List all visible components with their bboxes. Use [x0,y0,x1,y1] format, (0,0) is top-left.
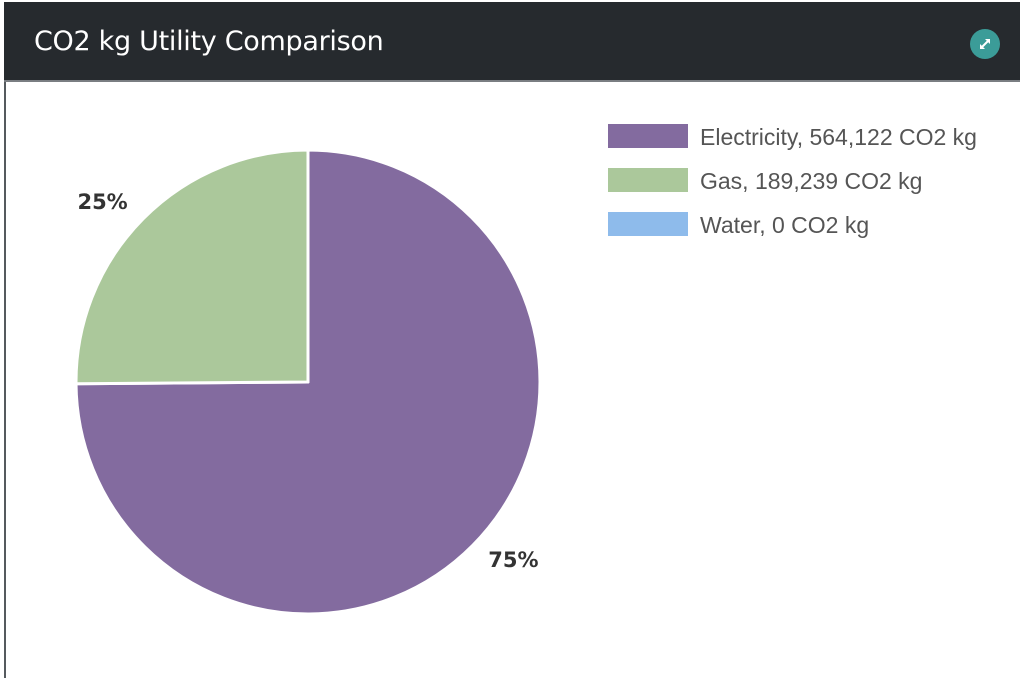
widget-header: CO2 kg Utility Comparison [4,2,1020,82]
legend-swatch [608,168,688,192]
legend-label: Electricity, 564,122 CO2 kg [700,124,977,150]
legend-swatch [608,124,688,148]
pie-slice-gas[interactable] [74,148,310,386]
pie-chart: 75% 25% [74,148,542,616]
legend-label: Water, 0 CO2 kg [700,212,870,238]
expand-button[interactable] [970,29,1000,59]
expand-arrows-icon [980,39,990,49]
chart-area: 75% 25% Electricity, 564,122 CO2 kg Gas, 1… [6,82,1020,678]
pie-percent-label-gas: 25% [77,190,127,214]
chart-widget: CO2 kg Utility Comparison 75% 25% Electri… [4,2,1020,678]
widget-title: CO2 kg Utility Comparison [34,26,384,57]
legend-swatch [608,212,688,236]
legend-label: Gas, 189,239 CO2 kg [700,168,923,194]
pie-slice-electricity[interactable] [74,148,542,616]
pie-percent-label-electricity: 75% [488,548,538,572]
